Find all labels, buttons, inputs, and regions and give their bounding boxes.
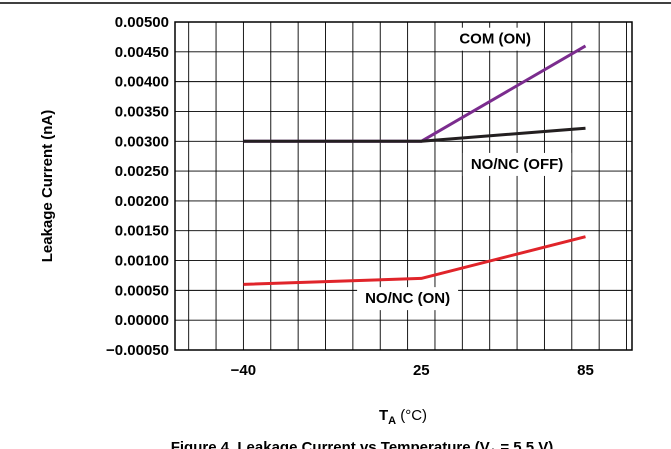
series-label-0: COM (ON) bbox=[459, 31, 531, 48]
vertical-gridlines bbox=[188, 22, 627, 350]
series-labels: COM (ON) NO/NC (OFF) NO/NC (ON) bbox=[357, 27, 572, 311]
x-axis-title-unit: (°C) bbox=[396, 407, 427, 424]
x-axis-title-subscript: A bbox=[388, 415, 396, 427]
series-line-0 bbox=[243, 44, 587, 143]
y-tick-label: 0.00250 bbox=[115, 163, 169, 180]
y-tick-label: 0.00050 bbox=[115, 282, 169, 299]
y-tick-label: 0.00300 bbox=[115, 133, 169, 150]
x-tick-label: 25 bbox=[413, 362, 430, 379]
x-axis-title: TA (°C) bbox=[379, 407, 427, 427]
caption-subscript: + bbox=[490, 446, 496, 449]
y-tick-label: 0.00500 bbox=[115, 14, 169, 31]
y-tick-label: 0.00400 bbox=[115, 74, 169, 91]
x-axis-title-main: T bbox=[379, 407, 388, 424]
y-tick-label: 0.00200 bbox=[115, 193, 169, 210]
y-axis-title: Leakage Current (nA) bbox=[39, 110, 56, 263]
caption-tail: = 5.5 V) bbox=[496, 439, 553, 449]
series-line-1 bbox=[243, 126, 586, 143]
y-tick-label: 0.00000 bbox=[115, 312, 169, 329]
series-line-2 bbox=[243, 235, 586, 286]
y-tick-label: −0.00050 bbox=[106, 342, 169, 359]
figure-caption: Figure 4. Leakage Current vs Temperature… bbox=[171, 439, 554, 449]
y-tick-label: 0.00350 bbox=[115, 103, 169, 120]
plot-frame bbox=[174, 21, 633, 351]
x-tick-labels: −40 25 85 bbox=[231, 362, 594, 379]
series-lines bbox=[243, 44, 587, 286]
series-label-background bbox=[357, 287, 459, 311]
y-tick-labels: 0.00500 0.00450 0.00400 0.00350 0.00300 0.002… bbox=[106, 14, 169, 359]
x-tick-label: 85 bbox=[577, 362, 594, 379]
series-label-background bbox=[451, 27, 540, 51]
caption-main: Figure 4. Leakage Current vs Temperature… bbox=[171, 439, 490, 449]
y-tick-label: 0.00100 bbox=[115, 253, 169, 270]
y-tick-label: 0.00450 bbox=[115, 44, 169, 61]
y-tick-label: 0.00150 bbox=[115, 223, 169, 240]
series-label-1: NO/NC (OFF) bbox=[471, 156, 563, 173]
x-tick-label: −40 bbox=[231, 362, 256, 379]
series-label-background bbox=[462, 152, 572, 176]
series-label-2: NO/NC (ON) bbox=[365, 290, 450, 307]
